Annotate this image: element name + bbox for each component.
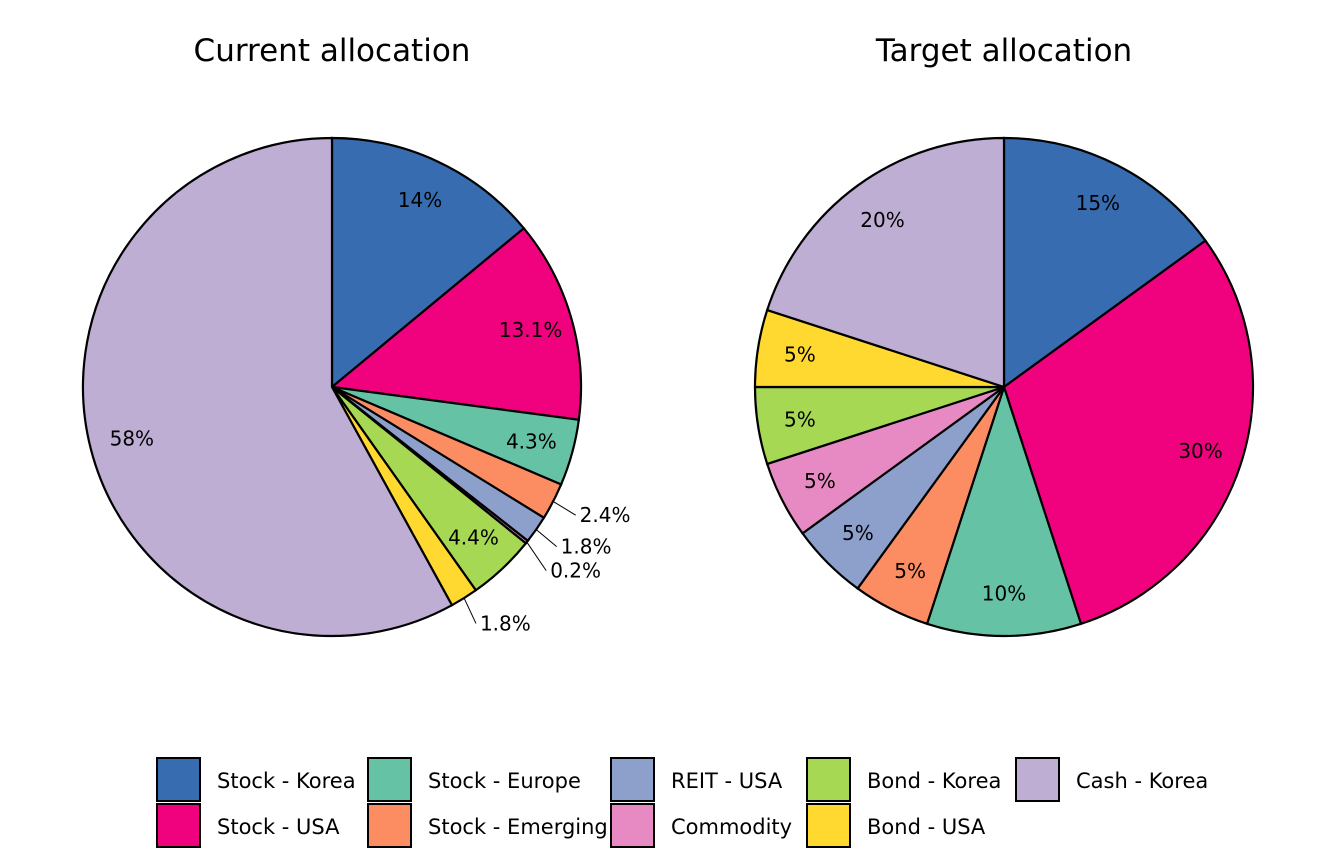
legend-item: REIT - USA <box>610 757 783 802</box>
legend-swatch <box>806 757 851 802</box>
legend-label: Cash - Korea <box>1076 769 1208 793</box>
legend: Stock - Korea Stock - USA Stock - Europe St… <box>156 757 1208 848</box>
slice-label: 30% <box>1178 439 1222 463</box>
legend-item: Stock - Korea <box>156 757 356 802</box>
slice-label: 5% <box>842 521 874 545</box>
legend-swatch <box>610 757 655 802</box>
pie-slice <box>330 136 526 390</box>
legend-swatch <box>610 803 655 848</box>
legend-label: Stock - Korea <box>217 769 356 793</box>
legend-item: Bond - Korea <box>806 757 1001 802</box>
legend-label: Bond - USA <box>867 815 986 839</box>
slice-label: 4.3% <box>506 430 557 454</box>
leader-line <box>463 597 477 624</box>
legend-label: Stock - USA <box>217 815 340 839</box>
slice-label: 2.4% <box>580 503 631 527</box>
slice-label: 5% <box>784 343 816 367</box>
legend-item: Stock - Europe <box>367 757 581 802</box>
legend-label: REIT - USA <box>671 769 783 793</box>
pie-1: Target allocation 15% 30% 10% 5% 5% 5% 5% 5% 20% <box>753 33 1255 638</box>
pie-slice <box>765 136 1006 389</box>
legend-item: Bond - USA <box>806 803 986 848</box>
slice-label: 5% <box>804 469 836 493</box>
legend-swatch <box>806 803 851 848</box>
legend-label: Commodity <box>671 815 792 839</box>
legend-item: Stock - USA <box>156 803 340 848</box>
legend-swatch <box>1015 757 1060 802</box>
leader-line <box>526 541 547 571</box>
pie-0: Current allocation 14% 13.1% 4.3% 4.4% 58% 2.4… <box>81 33 631 638</box>
legend-item: Cash - Korea <box>1015 757 1208 802</box>
leader-line <box>552 501 576 516</box>
legend-label: Stock - Emerging <box>428 815 608 839</box>
pie-slice <box>329 226 583 421</box>
legend-label: Stock - Europe <box>428 769 581 793</box>
slice-label: 20% <box>860 208 904 232</box>
slice-label: 0.2% <box>550 559 601 583</box>
pie-slice <box>1002 239 1255 626</box>
pie-slice <box>1002 136 1207 390</box>
slice-label: 1.8% <box>480 611 531 635</box>
legend-swatch <box>367 803 412 848</box>
slice-label: 14% <box>398 188 442 212</box>
slice-label: 1.8% <box>561 535 612 559</box>
slice-label: 4.4% <box>448 526 499 550</box>
pie-slice <box>925 383 1083 638</box>
slice-label: 58% <box>110 426 154 450</box>
legend-label: Bond - Korea <box>867 769 1001 793</box>
chart-title: Current allocation <box>194 33 471 69</box>
slice-label: 10% <box>982 582 1026 606</box>
slice-label: 5% <box>784 407 816 431</box>
chart-title: Target allocation <box>875 33 1132 69</box>
slice-label: 13.1% <box>499 318 563 342</box>
legend-swatch <box>367 757 412 802</box>
legend-swatch <box>156 803 201 848</box>
slice-label: 15% <box>1076 191 1120 215</box>
legend-swatch <box>156 757 201 802</box>
legend-item: Stock - Emerging <box>367 803 608 848</box>
pie-slice <box>81 136 454 638</box>
slice-label: 5% <box>894 559 926 583</box>
leader-line <box>535 529 557 548</box>
legend-item: Commodity <box>610 803 792 848</box>
